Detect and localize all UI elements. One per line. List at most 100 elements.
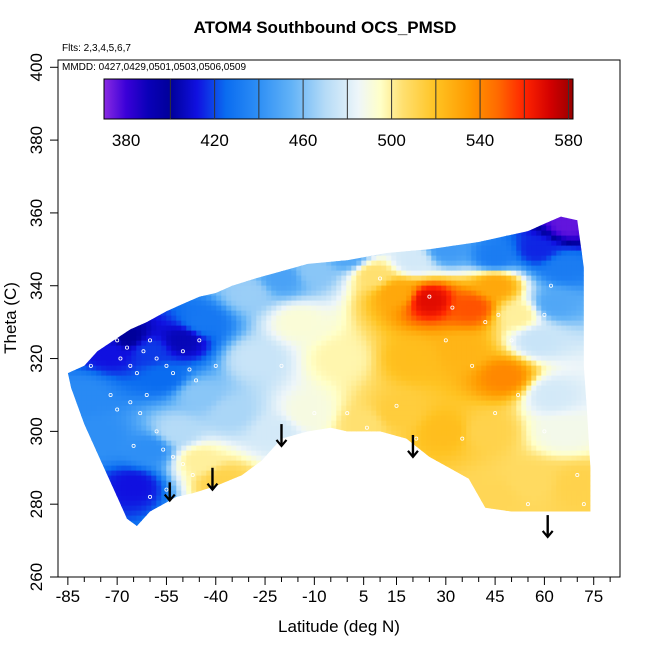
heatmap-cell: [191, 520, 197, 526]
heatmap-cell: [81, 285, 87, 292]
heatmap-cell: [276, 370, 282, 377]
heatmap-cell: [216, 206, 222, 212]
heatmap-cell: [176, 531, 182, 537]
heatmap-cell: [381, 250, 387, 257]
heatmap-cell: [321, 250, 327, 257]
heatmap-cell: [61, 311, 67, 317]
heatmap-cell: [311, 315, 317, 322]
heatmap-cell: [266, 430, 272, 437]
heatmap-cell: [131, 320, 137, 327]
heatmap-cell: [146, 395, 152, 402]
heatmap-cell: [341, 240, 347, 247]
heatmap-cell: [271, 255, 277, 262]
heatmap-cell: [166, 206, 172, 212]
heatmap-cell: [191, 300, 197, 307]
heatmap-cell: [286, 435, 292, 442]
heatmap-cell: [221, 536, 227, 542]
heatmap-cell: [286, 400, 292, 407]
heatmap-cell: [386, 325, 392, 332]
heatmap-cell: [146, 285, 152, 292]
heatmap-cell: [266, 285, 272, 292]
heatmap-cell: [296, 235, 302, 242]
heatmap-cell: [176, 245, 182, 252]
heatmap-cell: [146, 425, 152, 432]
heatmap-cell: [251, 435, 257, 442]
heatmap-cell: [106, 470, 112, 477]
heatmap-cell: [366, 375, 372, 382]
heatmap-cell: [266, 520, 272, 526]
heatmap-cell: [261, 480, 267, 487]
heatmap-cell: [206, 495, 212, 502]
heatmap-cell: [301, 390, 307, 397]
heatmap-cell: [216, 430, 222, 437]
heatmap-cell: [271, 270, 277, 277]
heatmap-cell: [391, 320, 397, 327]
heatmap-cell: [401, 520, 407, 526]
heatmap-cell: [396, 245, 402, 252]
heatmap-cell: [146, 325, 152, 332]
heatmap-cell: [186, 510, 192, 517]
heatmap-cell: [336, 230, 342, 237]
heatmap-cell: [196, 505, 202, 512]
heatmap-cell: [186, 395, 192, 402]
heatmap-cell: [366, 480, 372, 487]
heatmap-cell: [231, 455, 237, 462]
heatmap-cell: [351, 400, 357, 407]
heatmap-cell: [71, 275, 77, 282]
heatmap-cell: [216, 420, 222, 427]
heatmap-cell: [156, 380, 162, 387]
heatmap-cell: [101, 340, 107, 347]
heatmap-cell: [96, 365, 102, 372]
heatmap-cell: [81, 260, 87, 267]
heatmap-cell: [191, 245, 197, 252]
heatmap-cell: [231, 405, 237, 412]
heatmap-cell: [241, 405, 247, 412]
heatmap-cell: [281, 531, 287, 537]
heatmap-cell: [186, 245, 192, 252]
heatmap-cell: [141, 390, 147, 397]
heatmap-cell: [321, 505, 327, 512]
heatmap-cell: [186, 325, 192, 332]
heatmap-cell: [71, 536, 77, 542]
heatmap-cell: [246, 425, 252, 432]
heatmap-cell: [346, 280, 352, 287]
heatmap-cell: [256, 475, 262, 482]
heatmap-cell: [346, 220, 352, 227]
heatmap-cell: [131, 290, 137, 297]
heatmap-cell: [356, 405, 362, 412]
heatmap-cell: [61, 221, 67, 227]
heatmap-cell: [96, 230, 102, 237]
heatmap-cell: [241, 460, 247, 467]
heatmap-cell: [391, 500, 397, 507]
heatmap-cell: [256, 360, 262, 367]
heatmap-cell: [371, 211, 377, 217]
heatmap-cell: [221, 355, 227, 362]
heatmap-cell: [276, 275, 282, 282]
heatmap-cell: [431, 275, 437, 282]
heatmap-cell: [341, 415, 347, 422]
heatmap-cell: [151, 440, 157, 447]
heatmap-cell: [141, 365, 147, 372]
heatmap-cell: [426, 330, 432, 337]
heatmap-cell: [421, 365, 427, 372]
heatmap-cell: [231, 290, 237, 297]
heatmap-cell: [181, 320, 187, 327]
heatmap-cell: [156, 350, 162, 357]
heatmap-cell: [361, 320, 367, 327]
heatmap-cell: [416, 375, 422, 382]
heatmap-cell: [406, 220, 412, 227]
heatmap-cell: [346, 495, 352, 502]
heatmap-cell: [156, 525, 162, 526]
heatmap-cell: [121, 206, 127, 212]
heatmap-cell: [156, 360, 162, 367]
heatmap-cell: [386, 455, 392, 462]
heatmap-cell: [226, 211, 232, 217]
heatmap-cell: [67, 465, 72, 472]
heatmap-cell: [96, 370, 102, 377]
heatmap-cell: [261, 515, 267, 522]
heatmap-cell: [301, 450, 307, 457]
heatmap-cell: [391, 375, 397, 382]
heatmap-cell: [131, 350, 137, 357]
heatmap-cell: [241, 270, 247, 277]
heatmap-cell: [336, 440, 342, 447]
